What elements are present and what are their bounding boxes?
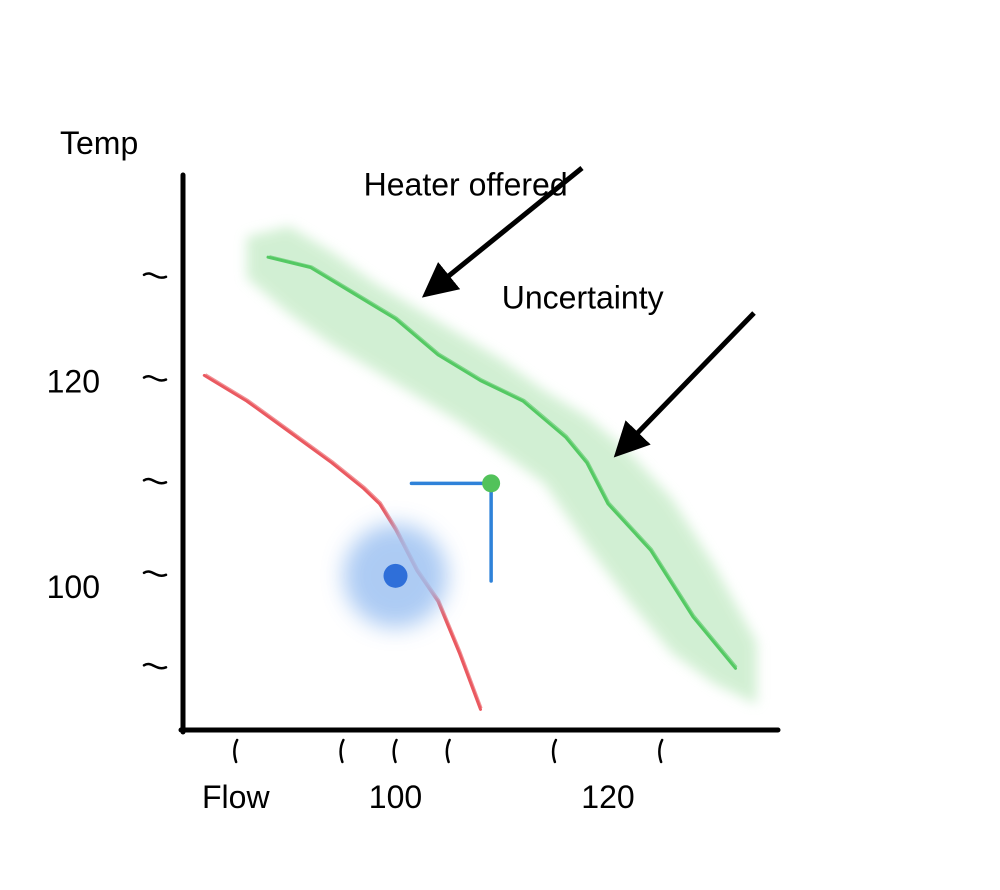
series-line-texture-1 bbox=[269, 255, 738, 668]
uncertainty-band bbox=[246, 226, 757, 705]
x-tick bbox=[392, 738, 398, 764]
axes: 120 100 100 120 bbox=[47, 172, 781, 815]
x-tick bbox=[658, 738, 664, 764]
y-tick bbox=[142, 375, 168, 382]
annotation-label-1: Uncertainty bbox=[502, 280, 664, 316]
annotation-arrow-1 bbox=[613, 311, 756, 458]
series-layer bbox=[202, 255, 738, 711]
x-axis-label: Flow bbox=[202, 779, 270, 815]
series-line-0 bbox=[202, 373, 482, 711]
x-tick bbox=[233, 738, 239, 764]
y-axis-label: Temp bbox=[60, 125, 138, 161]
annotation-layer: Heater offered Uncertainty bbox=[364, 166, 756, 458]
series-line-1 bbox=[266, 255, 737, 670]
annotation-label-0: Heater offered bbox=[364, 167, 568, 203]
y-tick bbox=[142, 272, 168, 279]
data-point-1 bbox=[482, 474, 501, 493]
x-tick bbox=[551, 738, 558, 764]
data-point-0 bbox=[383, 563, 408, 588]
y-tick-label: 120 bbox=[47, 364, 100, 400]
annotation-arrow-0 bbox=[421, 166, 584, 298]
uncertainty-band-layer bbox=[246, 226, 757, 705]
x-tick-label: 100 bbox=[369, 779, 422, 815]
x-tick bbox=[445, 738, 451, 764]
x-tick-label: 120 bbox=[581, 779, 634, 815]
y-tick bbox=[142, 662, 168, 670]
x-tick bbox=[339, 738, 345, 764]
y-tick-label: 100 bbox=[47, 569, 100, 605]
series-line-texture-0 bbox=[205, 373, 483, 709]
y-tick bbox=[142, 570, 168, 577]
points-layer bbox=[343, 474, 501, 628]
y-tick bbox=[142, 477, 168, 485]
